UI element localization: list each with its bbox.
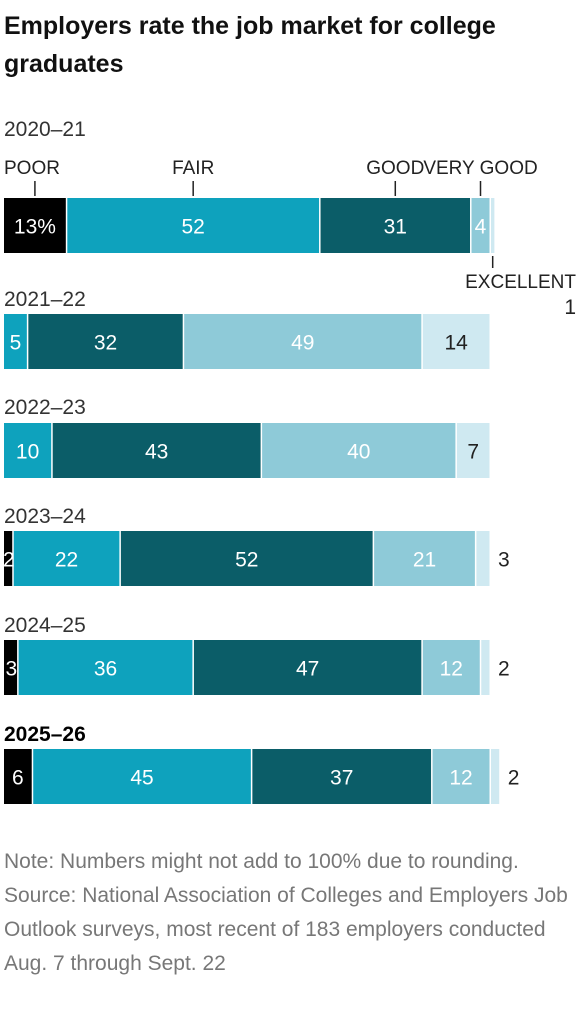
bar-segment-excellent [491,198,495,253]
data-label: 12 [449,767,472,790]
bar-segment-very-good [262,423,456,478]
chart-title-line: graduates [4,50,123,78]
bar-segment-poor [4,749,32,804]
bar-segment-poor [4,640,18,695]
data-label: 3 [5,658,17,681]
data-label: 6 [12,767,24,790]
category-label: 2025–26 [4,723,86,746]
chart-source-line: Source: National Association of Colleges… [4,884,568,907]
data-label: 49 [291,332,314,355]
data-label: 45 [130,767,153,790]
bar-segment-good [252,749,432,804]
bar-segment-very-good [471,198,490,253]
data-label: 4 [475,216,487,239]
data-label: 37 [330,767,353,790]
data-label: 40 [347,441,370,464]
bar-segment-poor [4,198,66,253]
category-label: 2022–23 [4,396,86,419]
legend-label-very-good: VERY GOOD [423,158,537,179]
chart-source-line: Outlook surveys, most recent of 183 empl… [4,918,546,941]
data-label: 52 [235,549,258,572]
bar-segment-good [320,198,471,253]
chart-source-line: Aug. 7 through Sept. 22 [4,952,226,975]
bar-segment-good [28,314,183,369]
data-label: 14 [444,332,468,355]
chart-title-line: Employers rate the job market for colleg… [4,12,496,40]
bar-segment-excellent [456,423,490,478]
bar-segment-very-good [422,640,480,695]
data-label: 22 [55,549,78,572]
legend-label-excellent: EXCELLENT [465,272,576,293]
bar-segment-excellent [476,531,490,586]
bar-segment-very-good [432,749,490,804]
bar-segment-poor [4,531,13,586]
bar-segment-fair [18,640,193,695]
data-label: 32 [94,332,117,355]
data-label: 2 [508,767,520,790]
category-label: 2020–21 [4,118,86,141]
data-label: 43 [145,441,168,464]
bar-segment-excellent [422,314,490,369]
data-label: 12 [440,658,463,681]
bar-segment-good [120,531,373,586]
legend-label-fair: FAIR [172,158,214,179]
legend-label-poor: POOR [4,158,60,179]
category-label: 2021–22 [4,288,86,311]
data-label: 31 [384,216,407,239]
bar-segment-good [193,640,422,695]
data-label: 3 [498,549,510,572]
bar-segment-fair [4,314,27,369]
bar-segment-fair [4,423,52,478]
data-label: 13% [14,216,56,239]
data-label: 21 [413,549,436,572]
data-label: 47 [296,658,319,681]
bar-segment-good [52,423,261,478]
bar-segment-fair [13,531,120,586]
bar-segment-very-good [374,531,475,586]
data-label: 2 [498,658,510,681]
bar-segment-excellent [491,749,500,804]
data-label: 36 [94,658,117,681]
category-label: 2024–25 [4,614,86,637]
legend-label-good: GOOD [366,158,424,179]
category-label: 2023–24 [4,505,86,528]
bar-segment-excellent [481,640,490,695]
data-label: 10 [16,441,39,464]
data-label: 5 [10,332,22,355]
bar-segment-very-good [184,314,422,369]
bar-segment-fair [67,198,320,253]
chart-note-line: Note: Numbers might not add to 100% due … [4,850,519,873]
bar-segment-fair [33,749,251,804]
data-label: 52 [182,216,205,239]
data-label: 2 [3,549,15,572]
data-label: 7 [467,441,479,464]
data-label: 1 [564,296,576,319]
